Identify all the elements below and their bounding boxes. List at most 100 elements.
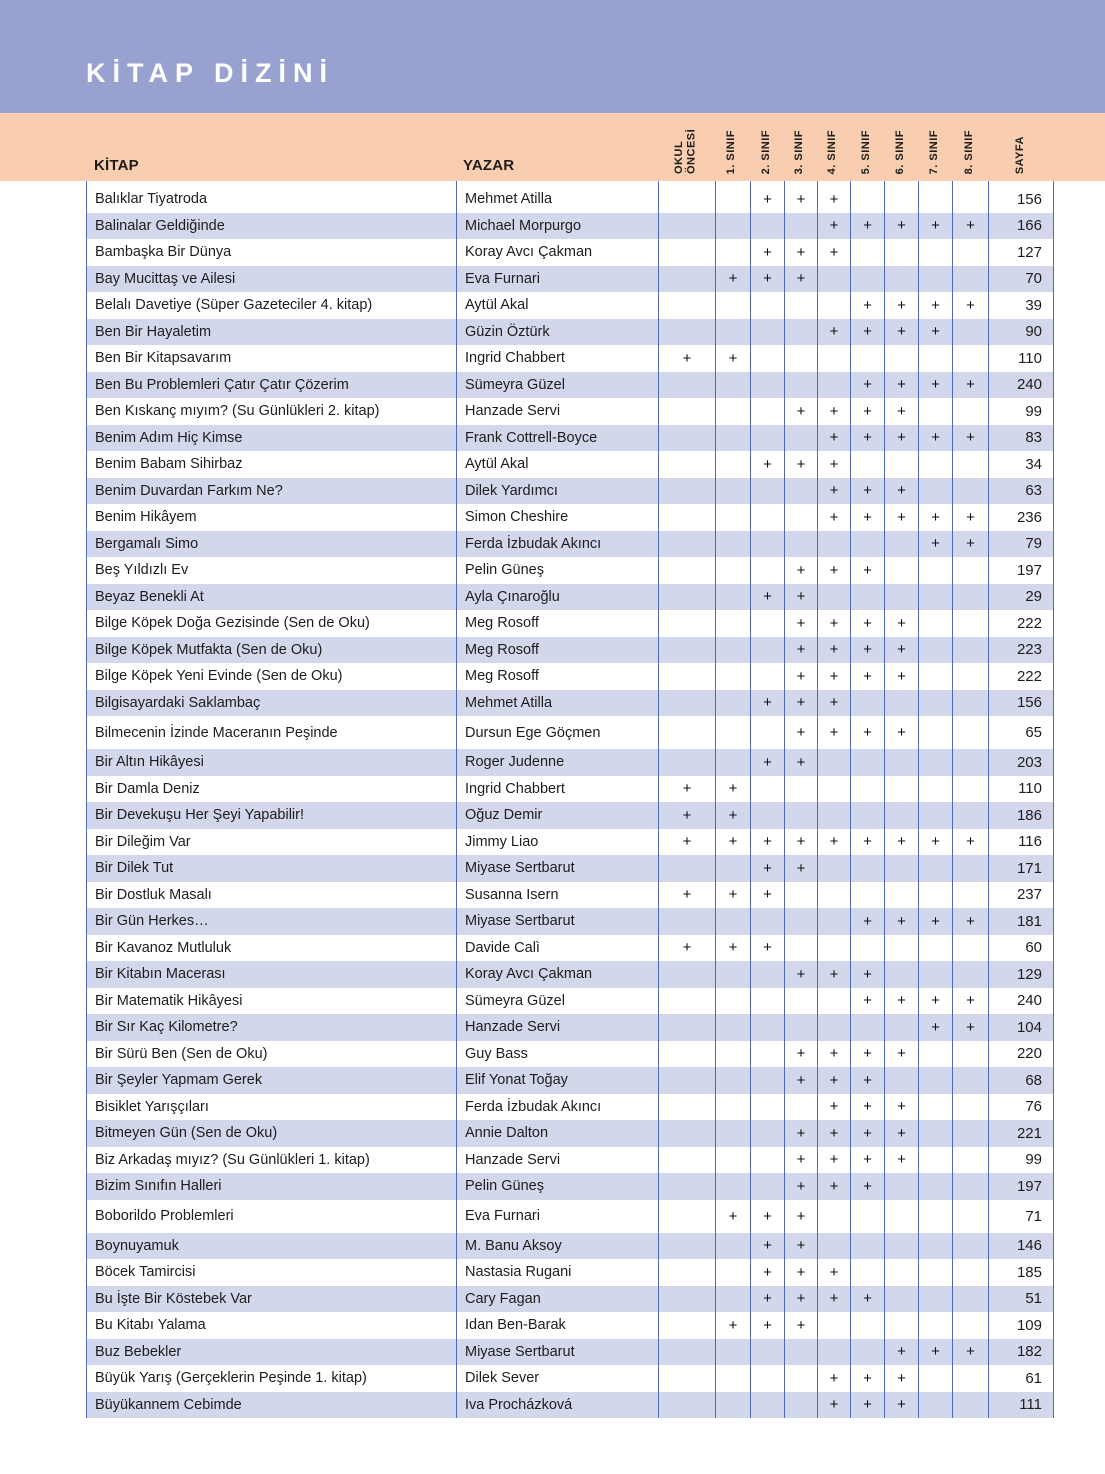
- grade-cell: +: [750, 689, 784, 716]
- author-name: Ferda İzbudak Akıncı: [456, 1093, 658, 1120]
- table-row: Biz Arkadaş mıyız? (Su Günlükleri 1. kit…: [86, 1146, 1054, 1173]
- page-title: KİTAP DİZİNİ: [86, 58, 335, 88]
- grade-cell: [952, 749, 988, 776]
- grade-cell: [658, 1146, 715, 1173]
- grade-cell: [784, 908, 817, 935]
- author-name: Frank Cottrell-Boyce: [456, 424, 658, 451]
- grade-cell: +: [817, 1093, 850, 1120]
- grade-cell: [750, 1338, 784, 1365]
- grade-cell: +: [884, 1093, 918, 1120]
- grade-cell: [658, 504, 715, 531]
- book-title: Beş Yıldızlı Ev: [95, 562, 189, 579]
- grade-cell: [817, 583, 850, 610]
- spacer-cell: [456, 181, 658, 186]
- col-header-grade: 8. SINIF: [962, 129, 975, 174]
- grade-cell: +: [884, 636, 918, 663]
- grade-cell: +: [884, 1338, 918, 1365]
- column-header-row: KİTAP YAZAR OKUL ÖNCESİ 1. SINIF 2. SINIF 3…: [86, 113, 1054, 181]
- grade-cell: [884, 775, 918, 802]
- spacer-cell: [884, 181, 918, 186]
- grade-cell: [750, 1365, 784, 1392]
- grade-cell: [850, 345, 884, 372]
- grade-cell: [884, 1014, 918, 1041]
- book-title: Balinalar Geldiğinde: [95, 217, 225, 234]
- table-row: Benim Babam Sihirbaz Aytül Akal + + +34: [86, 451, 1054, 478]
- page-number: 71: [988, 1199, 1055, 1233]
- grade-cell: +: [784, 1040, 817, 1067]
- grade-cell: +: [715, 934, 750, 961]
- grade-cell: +: [715, 881, 750, 908]
- grade-cell: +: [817, 663, 850, 690]
- grade-cell: [918, 636, 952, 663]
- grade-cell: +: [884, 1146, 918, 1173]
- author-name: Meg Rosoff: [456, 610, 658, 637]
- grade-cell: +: [784, 855, 817, 882]
- col-header-grade: 7. SINIF: [927, 129, 940, 174]
- grade-cell: [952, 1040, 988, 1067]
- grade-cell: [918, 239, 952, 266]
- grade-cell: [658, 663, 715, 690]
- table-row: Bilge Köpek Yeni Evinde (Sen de Oku) Meg …: [86, 663, 1054, 690]
- table-row: Belalı Davetiye (Süper Gazeteciler 4. ki…: [86, 292, 1054, 319]
- grade-cell: +: [817, 828, 850, 855]
- grade-cell: [658, 424, 715, 451]
- grade-cell: [952, 1093, 988, 1120]
- grade-cell: +: [784, 828, 817, 855]
- table-row: Bu İşte Bir Köstebek Var Cary Fagan + + + +51: [86, 1285, 1054, 1312]
- author-name: Dilek Yardımcı: [456, 477, 658, 504]
- grade-cell: [918, 961, 952, 988]
- grade-cell: [850, 855, 884, 882]
- grade-cell: [715, 583, 750, 610]
- grade-cell: [918, 451, 952, 478]
- grade-cell: +: [850, 663, 884, 690]
- grade-cell: [658, 1232, 715, 1259]
- grade-cell: [918, 1093, 952, 1120]
- grade-cell: [715, 1120, 750, 1147]
- title-band: KİTAP DİZİNİ: [0, 0, 1105, 113]
- col-header-kitap-cell: KİTAP: [86, 113, 455, 181]
- page-number: 109: [988, 1312, 1055, 1339]
- grade-cell: [952, 239, 988, 266]
- grade-cell: [884, 451, 918, 478]
- grade-cell: [784, 775, 817, 802]
- grade-cell: [715, 749, 750, 776]
- col-header-grade: 4. SINIF: [826, 129, 839, 174]
- book-title: Beyaz Benekli At: [95, 588, 204, 605]
- author-name: Elif Yonat Toğay: [456, 1067, 658, 1094]
- page-number: 61: [988, 1365, 1055, 1392]
- table-row: Bir Kavanoz Mutluluk Davide Calì + + +60: [86, 934, 1054, 961]
- grade-cell: [658, 636, 715, 663]
- grade-cell: [918, 934, 952, 961]
- grade-cell: [817, 1338, 850, 1365]
- table-row: Ben Bu Problemleri Çatır Çatır Çözerim Sü…: [86, 371, 1054, 398]
- author-name: Jimmy Liao: [456, 828, 658, 855]
- table-row: Benim Hikâyem Simon Cheshire + + + + +236: [86, 504, 1054, 531]
- page-number: 127: [988, 239, 1055, 266]
- grade-cell: [715, 186, 750, 213]
- grade-cell: [715, 504, 750, 531]
- col-header-grade: 3. SINIF: [793, 129, 806, 174]
- grade-cell: +: [850, 318, 884, 345]
- grade-cell: +: [750, 265, 784, 292]
- grade-cell: +: [884, 477, 918, 504]
- grade-cell: [884, 855, 918, 882]
- grade-cell: [817, 371, 850, 398]
- book-title: Bisiklet Yarışçıları: [95, 1098, 209, 1115]
- grade-cell: +: [784, 1067, 817, 1094]
- grade-cell: [750, 345, 784, 372]
- book-title: Bu Kitabı Yalama: [95, 1317, 206, 1334]
- book-title: Bir Gün Herkes…: [95, 913, 209, 930]
- grade-cell: [918, 881, 952, 908]
- table-row: Bir Dilek Tut Miyase Sertbarut + +171: [86, 855, 1054, 882]
- grade-cell: [750, 1014, 784, 1041]
- grade-cell: [850, 775, 884, 802]
- grade-cell: [784, 1391, 817, 1418]
- grade-cell: [850, 530, 884, 557]
- table-row: Balinalar Geldiğinde Michael Morpurgo + + + +…: [86, 212, 1054, 239]
- book-title: Bir Kitabın Macerası: [95, 966, 226, 983]
- grade-cell: +: [817, 398, 850, 425]
- grade-cell: [918, 1285, 952, 1312]
- grade-cell: [715, 1338, 750, 1365]
- table-row: Bay Mucittaş ve Ailesi Eva Furnari + + +70: [86, 265, 1054, 292]
- grade-cell: [750, 424, 784, 451]
